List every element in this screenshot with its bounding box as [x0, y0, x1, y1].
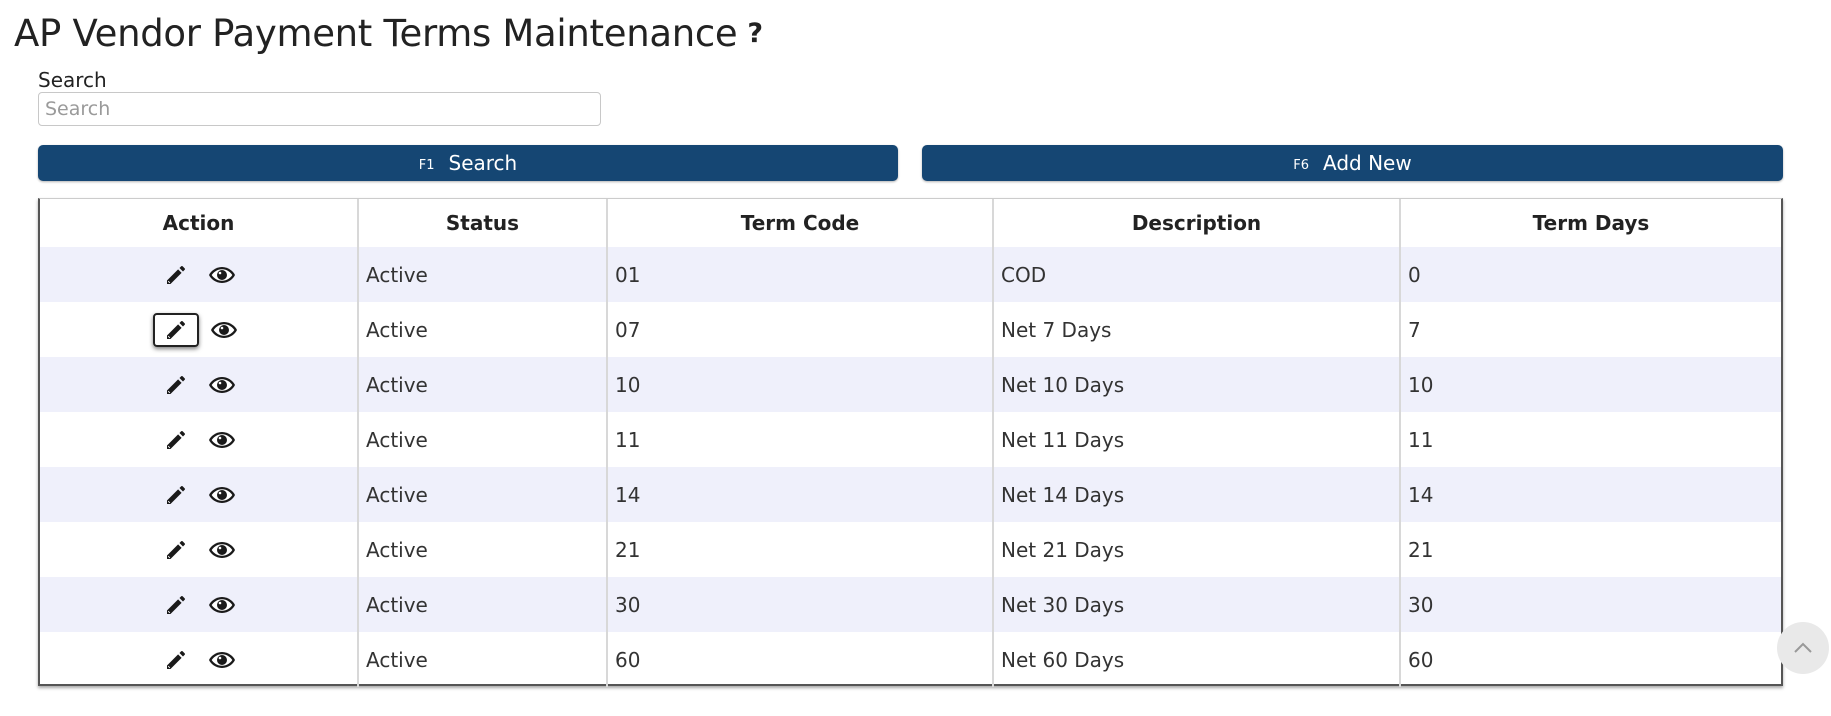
description-cell: Net 11 Days [993, 412, 1401, 467]
status-cell: Active [358, 357, 608, 412]
terms-table: Action Status Term Code Description Term… [38, 198, 1783, 687]
column-header-term-code[interactable]: Term Code [607, 199, 994, 247]
eye-icon[interactable] [203, 314, 245, 346]
description-cell: Net 14 Days [993, 467, 1401, 522]
term-days-cell: 7 [1408, 317, 1421, 342]
action-cell [40, 412, 359, 467]
pencil-icon[interactable] [155, 259, 197, 291]
eye-icon[interactable] [201, 589, 243, 621]
pencil-icon[interactable] [152, 312, 199, 347]
table-row[interactable]: Active 07 Net 7 Days 7 [40, 302, 1781, 357]
eye-icon[interactable] [201, 534, 243, 566]
description-cell: Net 7 Days [993, 302, 1401, 357]
status-cell: Active [358, 412, 608, 467]
table-row[interactable]: Active 10 Net 10 Days 10 [40, 357, 1781, 412]
description-cell: Net 21 Days [993, 522, 1401, 577]
status-cell: Active [358, 522, 608, 577]
status-cell: Active [358, 632, 608, 687]
chevron-up-icon [1794, 642, 1812, 653]
table-header-row: Action Status Term Code Description Term… [40, 199, 1781, 247]
page-title-text: AP Vendor Payment Terms Maintenance [14, 12, 738, 55]
table-row[interactable]: Active 11 Net 11 Days 11 [40, 412, 1781, 467]
term-code-cell: 01 [607, 247, 994, 302]
eye-icon[interactable] [201, 259, 243, 291]
column-header-action[interactable]: Action [40, 199, 359, 247]
eye-icon[interactable] [201, 479, 243, 511]
pencil-icon[interactable] [155, 369, 197, 401]
term-days-cell: 30 [1400, 577, 1781, 632]
term-days-cell: 14 [1400, 467, 1781, 522]
search-hotkey: F1 [418, 157, 435, 173]
help-icon[interactable]: ? [747, 18, 763, 49]
term-code-cell: 07 [607, 302, 994, 357]
term-code-cell: 11 [607, 412, 994, 467]
term-days-cell: 0 [1400, 247, 1781, 302]
add-new-hotkey: F6 [1293, 157, 1310, 173]
pencil-icon[interactable] [155, 424, 197, 456]
column-header-status[interactable]: Status [358, 199, 608, 247]
column-header-description[interactable]: Description [993, 199, 1401, 247]
action-cell [40, 632, 359, 687]
eye-icon[interactable] [201, 644, 243, 676]
add-new-button-label: Add New [1323, 151, 1412, 175]
page-title: AP Vendor Payment Terms Maintenance? [14, 12, 763, 55]
status-cell: Active [358, 302, 608, 357]
action-cell [40, 577, 359, 632]
action-cell [40, 467, 359, 522]
term-days-cell: 21 [1408, 537, 1434, 562]
description-cell: Net 10 Days [993, 357, 1401, 412]
scroll-to-top-button[interactable] [1777, 622, 1829, 674]
status-cell: Active [358, 247, 608, 302]
action-cell [40, 302, 359, 357]
term-code-cell: 21 [607, 522, 994, 577]
description-cell: COD [993, 247, 1401, 302]
search-label: Search [38, 68, 107, 92]
table-row[interactable]: Active 60 Net 60 Days 60 [40, 632, 1781, 687]
status-cell: Active [358, 577, 608, 632]
term-code-cell: 10 [607, 357, 994, 412]
description-cell: Net 30 Days [993, 577, 1401, 632]
pencil-icon[interactable] [155, 479, 197, 511]
pencil-icon[interactable] [155, 534, 197, 566]
search-input[interactable] [38, 92, 601, 126]
action-cell [40, 357, 359, 412]
status-cell: Active [358, 467, 608, 522]
eye-icon[interactable] [201, 369, 243, 401]
table-row[interactable]: Active 01 COD 0 [40, 247, 1781, 302]
pencil-icon[interactable] [155, 589, 197, 621]
search-button-label: Search [448, 151, 518, 175]
table-row[interactable]: Active 30 Net 30 Days 30 [40, 577, 1781, 632]
search-button[interactable]: F1 Search [38, 145, 898, 181]
column-header-term-days[interactable]: Term Days [1400, 199, 1781, 247]
term-days-cell: 10 [1400, 357, 1781, 412]
term-days-cell: 60 [1408, 647, 1434, 672]
pencil-icon[interactable] [155, 644, 197, 676]
term-code-cell: 14 [607, 467, 994, 522]
add-new-button[interactable]: F6 Add New [922, 145, 1783, 181]
eye-icon[interactable] [201, 424, 243, 456]
term-code-cell: 30 [607, 577, 994, 632]
term-code-cell: 60 [607, 632, 994, 687]
description-cell: Net 60 Days [993, 632, 1401, 687]
table-row[interactable]: Active 21 Net 21 Days 21 [40, 522, 1781, 577]
action-cell [40, 522, 359, 577]
table-row[interactable]: Active 14 Net 14 Days 14 [40, 467, 1781, 522]
term-days-cell: 11 [1408, 427, 1434, 452]
action-cell [40, 247, 359, 302]
